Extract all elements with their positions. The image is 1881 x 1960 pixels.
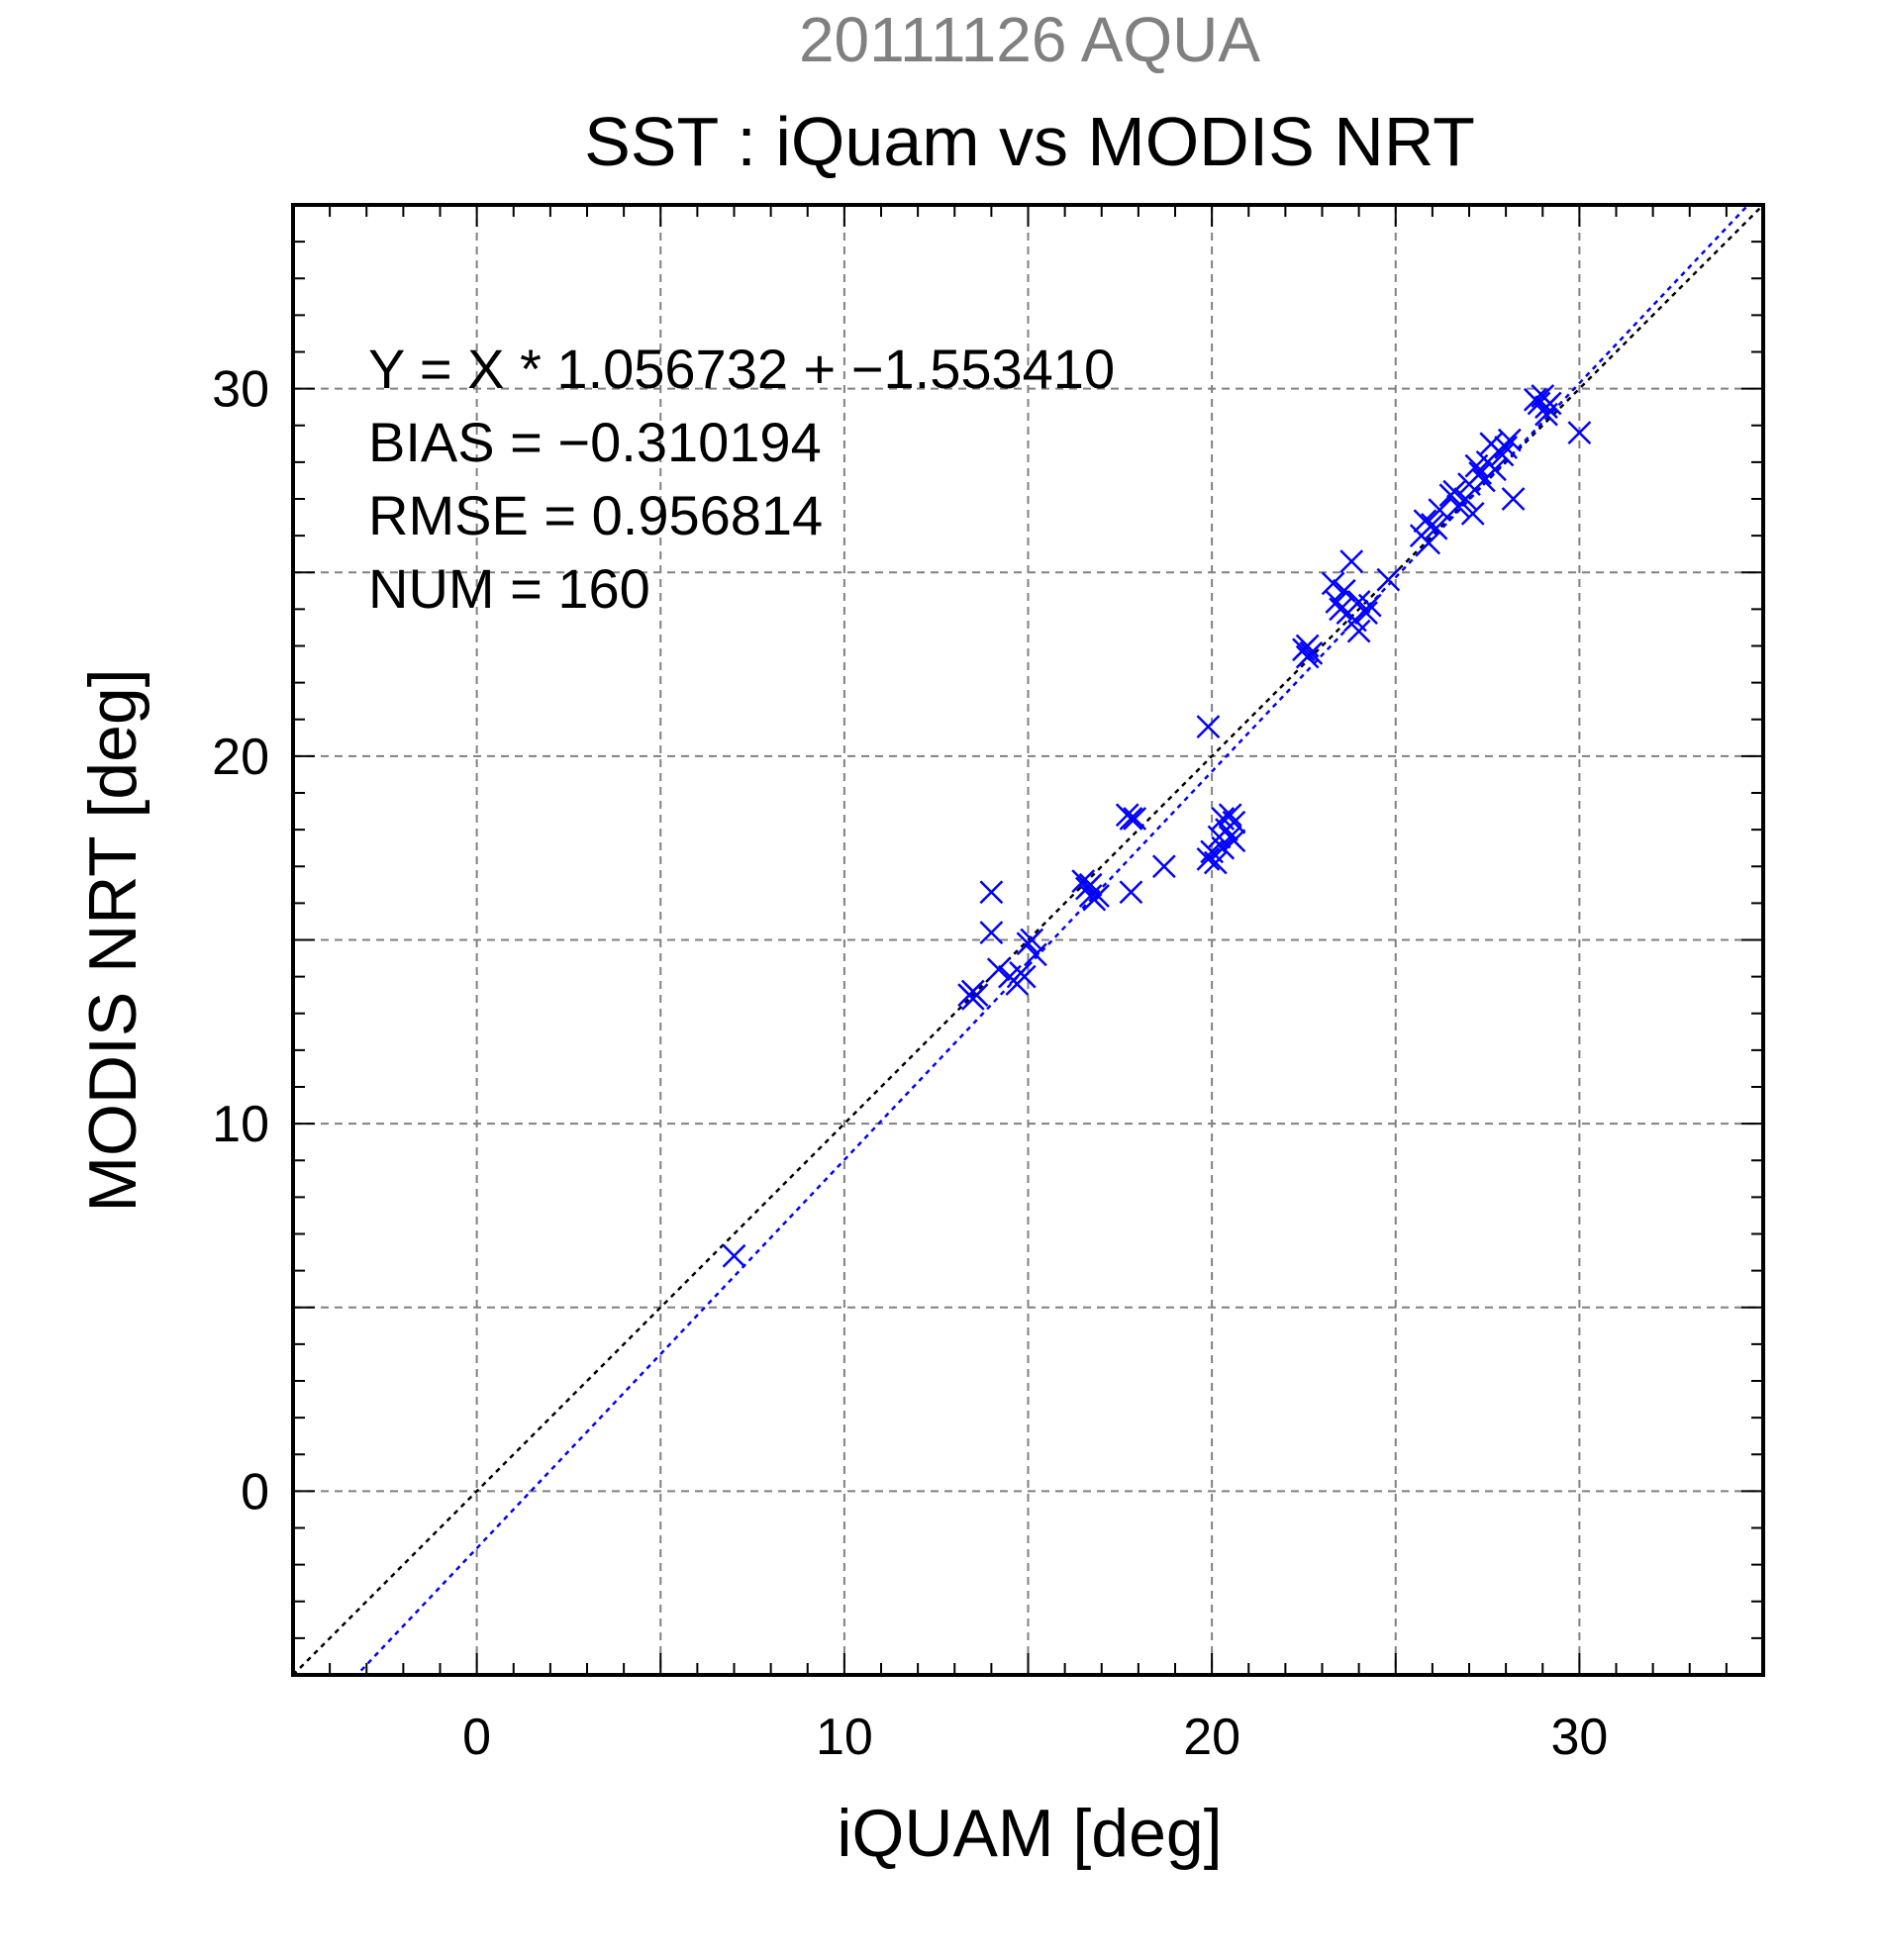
data-point (1424, 516, 1448, 540)
data-point (1012, 964, 1037, 989)
chart-supertitle: 20111126 AQUA (799, 4, 1260, 75)
data-point (1428, 498, 1452, 523)
y-tick-labels: 0 10 20 30 (212, 361, 269, 1521)
x-tick-label: 10 (816, 1709, 873, 1766)
data-point (986, 957, 1011, 982)
stats-line-num: NUM = 160 (368, 557, 650, 620)
data-point (1413, 509, 1437, 534)
data-point (1020, 928, 1044, 952)
data-point (1354, 601, 1378, 625)
stats-line-equation: Y = X * 1.056732 + −1.553410 (368, 338, 1115, 400)
data-point (1078, 872, 1103, 897)
x-axis-label: iQUAM [deg] (837, 1796, 1222, 1871)
chart-title: SST : iQuam vs MODIS NRT (584, 103, 1475, 180)
data-point (1196, 715, 1221, 739)
data-point (1123, 807, 1147, 831)
data-point (1567, 421, 1592, 445)
data-point (1527, 391, 1551, 416)
data-point (1494, 436, 1519, 459)
stats-line-rmse: RMSE = 0.956814 (368, 484, 823, 546)
stats-annotation: Y = X * 1.056732 + −1.553410 BIAS = −0.3… (368, 338, 1115, 620)
data-point (1119, 807, 1143, 831)
data-point (1295, 634, 1320, 658)
data-point (1211, 835, 1236, 860)
data-point (960, 979, 985, 1004)
data-point (1468, 461, 1493, 485)
data-point (1086, 884, 1110, 908)
data-point (1346, 619, 1371, 643)
plot-frame (291, 203, 1765, 1677)
data-point (1299, 641, 1324, 665)
y-tick-label: 0 (241, 1463, 269, 1520)
data-point (1196, 846, 1221, 871)
data-point (1497, 428, 1522, 452)
data-point (1151, 854, 1176, 879)
data-point (979, 921, 1004, 944)
x-tick-label: 30 (1550, 1709, 1608, 1766)
x-tick-label: 20 (1183, 1709, 1240, 1766)
data-point (1222, 810, 1246, 834)
data-point (1329, 597, 1352, 622)
y-tick-label: 30 (212, 361, 269, 419)
data-point (1218, 803, 1242, 828)
x-tick-label: 0 (462, 1709, 491, 1766)
data-point (1332, 578, 1356, 603)
data-point (1460, 501, 1485, 526)
data-point (1024, 942, 1047, 967)
data-point (1376, 567, 1401, 592)
data-point (1222, 829, 1246, 853)
data-point (1321, 571, 1345, 596)
stats-line-bias: BIAS = −0.310194 (368, 411, 822, 473)
data-point (1339, 549, 1364, 573)
y-axis-label: MODIS NRT [deg] (75, 668, 150, 1212)
data-point (1501, 487, 1526, 511)
data-point (979, 880, 1004, 905)
data-point (1417, 531, 1441, 555)
y-tick-label: 10 (212, 1096, 269, 1153)
x-tick-labels: 0 10 20 30 (462, 1709, 1608, 1766)
data-point (1490, 442, 1515, 467)
data-point (1203, 850, 1228, 875)
data-points (722, 384, 1592, 1268)
data-point (1119, 880, 1143, 905)
y-tick-label: 20 (212, 729, 269, 786)
data-point (722, 1243, 746, 1268)
data-point (1453, 487, 1478, 511)
data-point (1534, 402, 1558, 427)
data-point (1357, 593, 1382, 618)
data-point (1483, 457, 1507, 482)
data-point (1442, 479, 1467, 504)
